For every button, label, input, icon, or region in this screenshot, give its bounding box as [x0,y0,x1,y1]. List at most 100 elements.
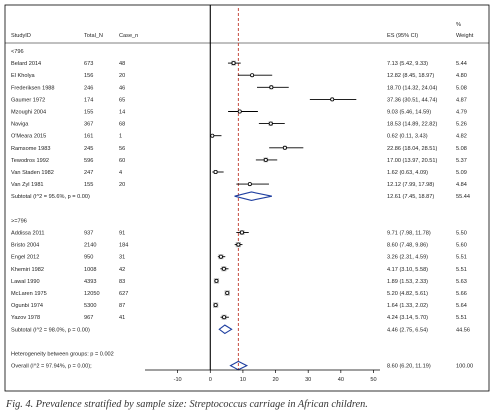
case-n-value: 56 [119,146,125,152]
weight-value: 5.08 [456,146,467,152]
study-label: Van Zyl 1981 [11,182,44,188]
x-tick-label: 30 [305,377,311,383]
es-ci-value: 9.03 (5.46, 14.59) [387,110,431,116]
study-label: Mzoughi 2004 [11,110,46,116]
total-n-value: 12050 [84,291,100,297]
es-ci-value: 9.71 (7.98, 11.78) [387,231,431,237]
es-ci-value: 18.70 (14.32, 24.04) [387,85,438,91]
case-n-value: 91 [119,231,125,237]
study-label: Yazov 1978 [11,315,40,321]
study-label: Engel 2012 [11,255,39,261]
x-tick-label: 50 [370,377,376,383]
heterogeneity-note: Heterogeneity between groups: p = 0.002 [11,352,114,358]
x-tick-label: 0 [209,377,212,383]
case-n-value: 1 [119,134,122,140]
total-n-value: 4393 [84,279,96,285]
point-estimate [268,121,273,126]
study-label: El Kholya [11,73,36,79]
total-n-value: 2140 [84,243,96,249]
subtotal-label: Subtotal (I^2 = 95.6%, p = 0.00) [11,194,90,200]
study-label: Lawal 1990 [11,279,40,285]
case-n-value: 627 [119,291,128,297]
weight-value: 5.37 [456,158,467,164]
es-ci-value: 37.36 (30.51, 44.74) [387,97,438,103]
total-n-value: 367 [84,122,93,128]
es-ci-value: 4.24 (3.14, 5.70) [387,315,428,321]
case-n-value: 60 [119,158,125,164]
case-n-value: 65 [119,97,125,103]
header-weight-percent: % [456,22,461,28]
es-ci-value: 12.82 (8.45, 18.97) [387,73,434,79]
header-total: Total_N [84,33,103,39]
point-estimate [225,290,230,295]
point-estimate [247,182,252,187]
weight-value: 5.66 [456,291,467,297]
es-ci-value: 17.00 (13.97, 20.51) [387,158,438,164]
study-label: Belard 2014 [11,61,41,67]
case-n-value: 83 [119,279,125,285]
point-estimate [263,157,268,162]
total-n-value: 161 [84,134,93,140]
point-estimate [218,254,223,259]
es-ci-value: 1.62 (0.63, 4.09) [387,170,428,176]
total-n-value: 596 [84,158,93,164]
es-ci-value: 0.62 (0.11, 3.43) [387,134,428,140]
study-label: Tewodros 1992 [11,158,49,164]
total-n-value: 155 [84,110,93,116]
es-ci-value: 1.64 (1.33, 2.02) [387,303,428,309]
es-ci-value: 22.86 (18.04, 28.51) [387,146,438,152]
case-n-value: 41 [119,315,125,321]
figure-caption: Fig. 4. Prevalence stratified by sample … [6,399,368,410]
total-n-value: 174 [84,97,93,103]
study-label: Gaumer 1972 [11,97,45,103]
total-n-value: 5300 [84,303,96,309]
total-n-value: 155 [84,182,93,188]
subtotal-label: Subtotal (I^2 = 98.0%, p = 0.00) [11,327,90,333]
point-estimate [237,109,242,114]
total-n-value: 937 [84,231,93,237]
point-estimate [222,315,227,320]
overall-diamond [229,360,249,371]
weight-value: 5.64 [456,303,467,309]
study-label: Ramsome 1983 [11,146,51,152]
study-label: Frederiksen 1988 [11,85,55,91]
es-ci-value: 12.12 (7.99, 17.98) [387,182,434,188]
es-ci-value: 4.46 (2.75, 6.54) [387,327,428,333]
study-label: Khemiri 1982 [11,267,44,273]
weight-value: 4.84 [456,182,467,188]
case-n-value: 20 [119,73,125,79]
group-label: <796 [11,49,24,55]
total-n-value: 247 [84,170,93,176]
x-tick-label: 10 [240,377,246,383]
weight-value: 5.50 [456,231,467,237]
weight-value: 5.26 [456,122,467,128]
es-ci-value: 12.61 (7.45, 18.87) [387,194,434,200]
es-ci-value: 18.53 (14.89, 22.82) [387,122,438,128]
case-n-value: 4 [119,170,122,176]
weight-value: 4.80 [456,73,467,79]
weight-value: 5.51 [456,255,467,261]
weight-value: 5.51 [456,267,467,273]
subtotal-diamond [218,324,233,335]
es-ci-value: 8.60 (6.20, 11.19) [387,364,431,370]
study-label: Van Staden 1982 [11,170,54,176]
weight-value: 4.82 [456,134,467,140]
overall-label: Overall (I^2 = 97.94%, p = 0.00); [11,364,92,370]
point-estimate [231,61,236,66]
point-estimate [269,85,274,90]
weight-value: 100.00 [456,364,473,370]
header-weight: Weight [456,33,474,39]
es-ci-value: 3.26 (2.31, 4.59) [387,255,428,261]
point-estimate [330,97,335,102]
case-n-value: 20 [119,182,125,188]
es-ci-value: 4.17 (3.10, 5.58) [387,267,428,273]
case-n-value: 31 [119,255,125,261]
point-estimate [214,278,219,283]
case-n-value: 14 [119,110,125,116]
plot-frame [4,4,490,392]
total-n-value: 245 [84,146,93,152]
x-tick-label: 40 [338,377,344,383]
study-label: McLaren 1975 [11,291,47,297]
weight-value: 5.44 [456,61,467,67]
weight-value: 5.51 [456,315,467,321]
